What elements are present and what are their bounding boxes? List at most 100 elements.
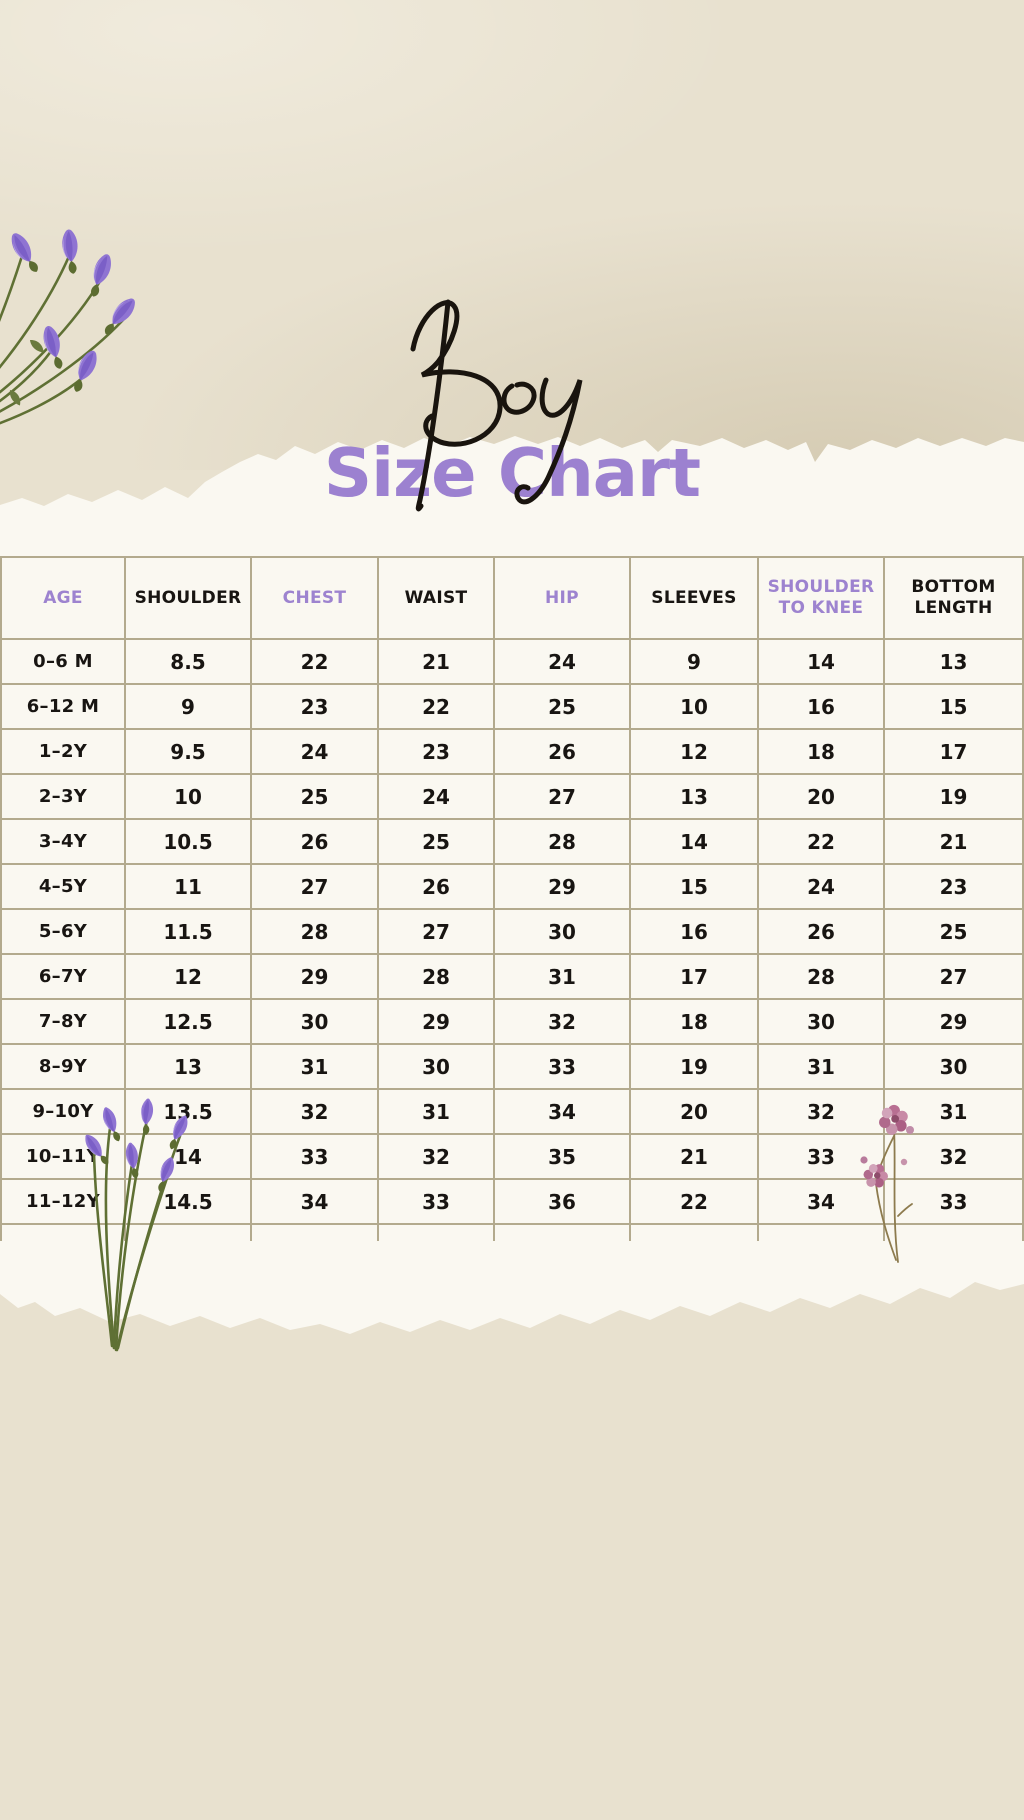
shoulder-cell: 11.5 [126,910,250,953]
column-header: WAIST [379,558,493,638]
waist-cell: 22 [379,685,493,728]
waist-cell: 32 [379,1135,493,1178]
script-stroke [514,377,583,505]
sleeves-cell: 19 [631,1045,757,1088]
bottom-length-cell: 17 [885,730,1022,773]
shoulder-to-knee-cell: 26 [759,910,883,953]
sleeves-cell: 22 [631,1180,757,1223]
waist-cell: 33 [379,1180,493,1223]
hip-cell: 27 [495,775,629,818]
column-header: SHOULDER [126,558,250,638]
age-cell: 11–12Y [2,1180,124,1223]
column-header: SLEEVES [631,558,757,638]
column-header: CHEST [252,558,377,638]
hip-cell: 29 [495,865,629,908]
bottom-length-cell: 25 [885,910,1022,953]
shoulder-cell: 8.5 [126,640,250,683]
chest-cell: 28 [252,910,377,953]
waist-cell: 24 [379,775,493,818]
age-cell: 0–6 M [2,640,124,683]
age-cell: 7–8Y [2,1000,124,1043]
shoulder-cell: 9.5 [126,730,250,773]
age-cell: 4–5Y [2,865,124,908]
shoulder-cell: 12.5 [126,1000,250,1043]
chest-cell: 26 [252,820,377,863]
age-cell: 3–4Y [2,820,124,863]
column-header: AGE [2,558,124,638]
waist-cell: 27 [379,910,493,953]
hip-cell: 31 [495,955,629,998]
sleeves-cell: 21 [631,1135,757,1178]
background-wash [0,0,1024,470]
shoulder-cell: 10 [126,775,250,818]
shoulder-to-knee-cell: 34 [759,1180,883,1223]
shoulder-cell: 14.5 [126,1180,250,1223]
shoulder-cell: 9 [126,685,250,728]
chest-cell: 24 [252,730,377,773]
shoulder-to-knee-cell: 20 [759,775,883,818]
hip-cell: 24 [495,640,629,683]
bottom-length-cell: 27 [885,955,1022,998]
bottom-length-cell: 15 [885,685,1022,728]
bottom-length-cell: 13 [885,640,1022,683]
chest-cell: 33 [252,1135,377,1178]
hip-cell: 36 [495,1180,629,1223]
age-cell: 6–12 M [2,685,124,728]
column-header: HIP [495,558,629,638]
chest-cell: 27 [252,865,377,908]
bottom-length-cell: 32 [885,1135,1022,1178]
sleeves-cell: 20 [631,1090,757,1133]
hip-cell: 28 [495,820,629,863]
script-stroke [410,300,503,447]
waist-cell: 21 [379,640,493,683]
sleeves-cell: 16 [631,910,757,953]
age-cell: 6–7Y [2,955,124,998]
waist-cell: 26 [379,865,493,908]
sleeves-cell: 10 [631,685,757,728]
waist-cell: 28 [379,955,493,998]
waist-cell: 25 [379,820,493,863]
shoulder-to-knee-cell: 24 [759,865,883,908]
hip-cell: 30 [495,910,629,953]
sleeves-cell: 18 [631,1000,757,1043]
age-cell: 2–3Y [2,775,124,818]
chest-cell: 34 [252,1180,377,1223]
chest-cell: 32 [252,1090,377,1133]
hip-cell: 35 [495,1135,629,1178]
age-cell: 5–6Y [2,910,124,953]
hip-cell: 32 [495,1000,629,1043]
waist-cell: 29 [379,1000,493,1043]
shoulder-cell: 11 [126,865,250,908]
shoulder-cell: 14 [126,1135,250,1178]
sleeves-cell: 17 [631,955,757,998]
bottom-length-cell: 19 [885,775,1022,818]
shoulder-cell: 10.5 [126,820,250,863]
chest-cell: 23 [252,685,377,728]
column-header: SHOULDER TO KNEE [759,558,883,638]
size-chart-table: AGE SHOULDER CHEST WAIST HIP SLEEVES SHO… [0,556,1024,1241]
bottom-length-cell: 33 [885,1180,1022,1223]
chest-cell: 30 [252,1000,377,1043]
age-cell: 8–9Y [2,1045,124,1088]
shoulder-to-knee-cell: 18 [759,730,883,773]
chest-cell: 25 [252,775,377,818]
sleeves-cell: 15 [631,865,757,908]
script-boy-text [410,299,583,512]
waist-cell: 30 [379,1045,493,1088]
age-cell: 1–2Y [2,730,124,773]
column-header: BOTTOM LENGTH [885,558,1022,638]
script-stroke [501,381,537,415]
bottom-length-cell: 31 [885,1090,1022,1133]
shoulder-to-knee-cell: 32 [759,1090,883,1133]
shoulder-cell: 12 [126,955,250,998]
script-stroke [415,299,451,512]
pink-flower-sprig-icon [859,1104,914,1263]
shoulder-to-knee-cell: 14 [759,640,883,683]
chest-cell: 29 [252,955,377,998]
shoulder-to-knee-cell: 16 [759,685,883,728]
sleeves-cell: 14 [631,820,757,863]
bottom-length-cell: 30 [885,1045,1022,1088]
shoulder-to-knee-cell: 22 [759,820,883,863]
bottom-length-cell: 23 [885,865,1022,908]
